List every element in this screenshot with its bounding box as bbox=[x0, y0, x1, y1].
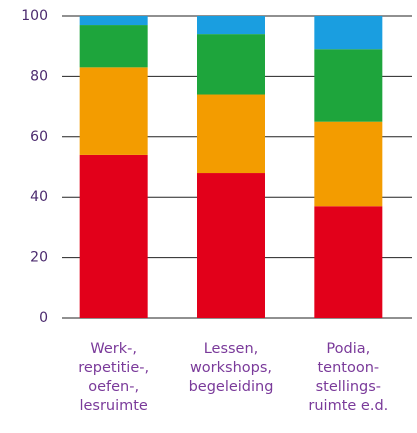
y-tick-label: 60 bbox=[30, 129, 48, 145]
y-tick-label: 0 bbox=[39, 310, 48, 326]
bar-segment bbox=[197, 94, 265, 174]
bar-segment bbox=[197, 16, 265, 35]
y-tick-label: 20 bbox=[30, 250, 48, 266]
y-tick-label: 100 bbox=[21, 8, 48, 24]
bar-segment bbox=[79, 25, 148, 68]
bar-segment bbox=[79, 154, 148, 318]
bar-segment bbox=[314, 206, 383, 318]
x-tick-label: Podia, tentoon- stellings- ruimte e.d. bbox=[308, 341, 389, 414]
bar-segment bbox=[314, 49, 383, 122]
bar-segment bbox=[314, 121, 383, 207]
x-tick-label: Werk-, repetitie-, oefen-, lesruimte bbox=[78, 341, 150, 414]
y-tick-label: 40 bbox=[30, 189, 48, 205]
bar-segment bbox=[314, 16, 383, 50]
bar-segment bbox=[197, 173, 265, 318]
y-tick-label: 80 bbox=[30, 68, 48, 84]
x-tick-label: Lessen, workshops, begeleiding bbox=[188, 341, 274, 395]
bar-segment bbox=[79, 67, 148, 155]
bar-segment bbox=[197, 34, 265, 95]
bar-segment bbox=[79, 16, 148, 26]
